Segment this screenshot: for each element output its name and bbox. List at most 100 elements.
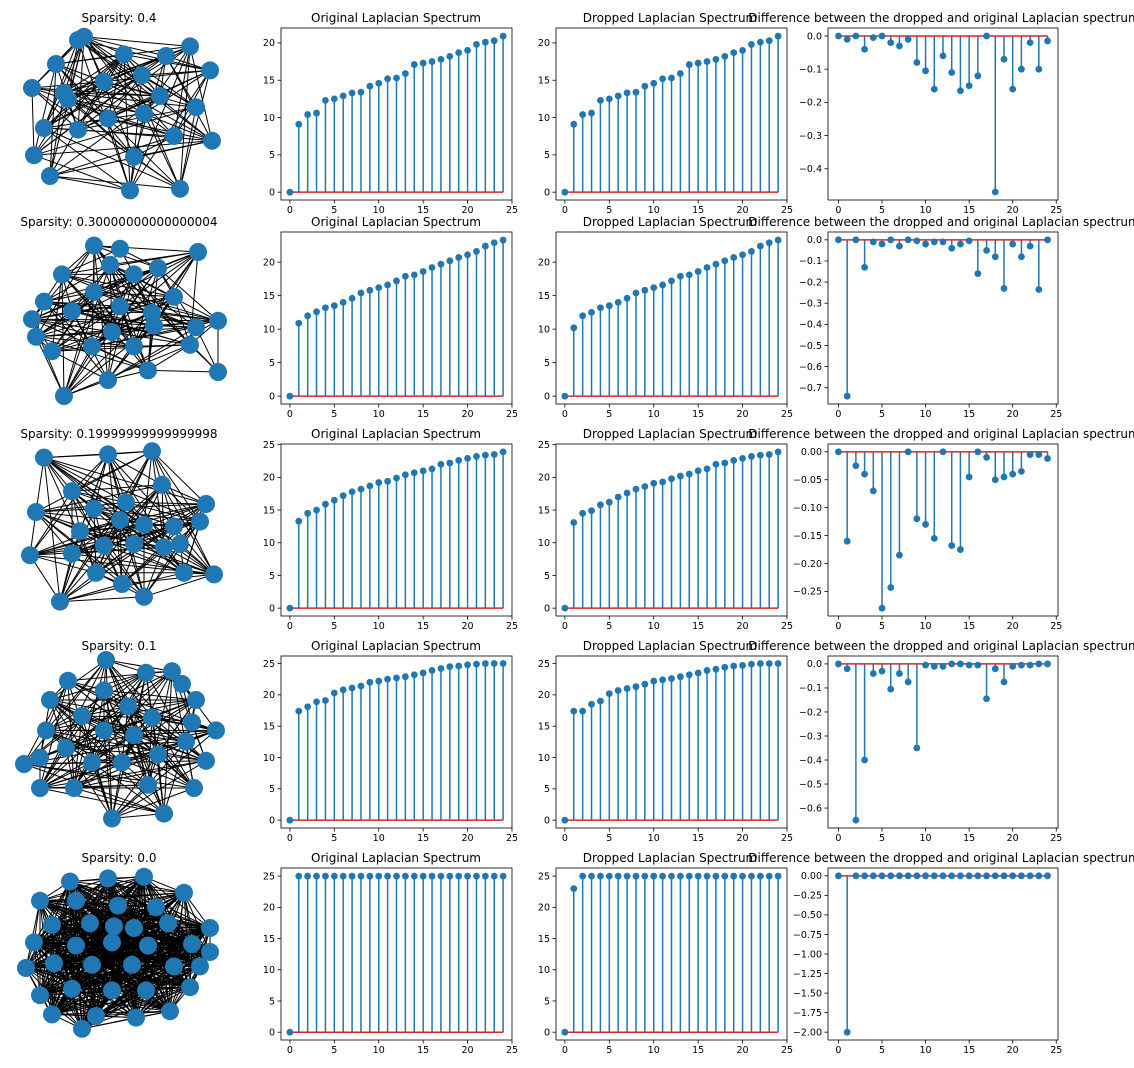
graph-edge	[179, 46, 191, 189]
y-tick-label: 5	[269, 571, 275, 582]
original-title: Original Laplacian Spectrum	[311, 11, 481, 25]
y-tick-label: 5	[269, 150, 275, 161]
stem-marker	[913, 744, 921, 752]
stem-marker	[756, 242, 764, 250]
stem-marker	[1044, 236, 1051, 244]
axes-frame	[280, 27, 513, 201]
graph-node	[201, 919, 219, 937]
y-tick-label: 20	[538, 903, 550, 914]
graph-edge	[25, 941, 113, 969]
stem-marker	[623, 685, 631, 692]
graph-node	[187, 98, 205, 117]
graph-node	[111, 511, 129, 529]
y-tick-label: 25	[263, 659, 275, 670]
x-tick-label: 10	[920, 833, 932, 844]
graph-edge	[189, 46, 213, 141]
x-tick-label: 25	[1050, 205, 1062, 216]
graph-edge	[31, 251, 199, 320]
stem-marker	[974, 661, 982, 669]
x-tick-label: 25	[781, 1045, 793, 1056]
graph-edge	[39, 730, 105, 789]
graph-edge	[93, 508, 201, 523]
stem-marker	[419, 268, 427, 275]
graph-edge	[125, 501, 207, 505]
graph-edge	[43, 301, 153, 314]
x-tick-label: 20	[1007, 621, 1019, 632]
stem-marker	[965, 473, 973, 481]
x-tick-label: 10	[648, 1045, 660, 1056]
graph-edge	[51, 1010, 171, 1015]
graph-edge	[33, 922, 91, 943]
stem-marker	[570, 519, 578, 526]
stem-marker	[1018, 65, 1025, 73]
graph-node	[57, 739, 75, 757]
original-panel-row-2: Original Laplacian Spectrum 0 5 10 15 20 25 0 5 1…	[263, 215, 518, 420]
stem-marker	[835, 236, 842, 244]
graph-edge	[71, 490, 127, 503]
stem-marker	[739, 661, 746, 669]
stem-marker	[384, 675, 392, 683]
stem-marker	[852, 462, 860, 470]
stem-marker	[304, 703, 312, 711]
y-tick-label: 15	[263, 291, 275, 302]
stem-marker	[1035, 451, 1043, 459]
y-tick-label: 15	[263, 721, 275, 732]
graph-node	[99, 371, 117, 389]
stem-marker	[437, 872, 445, 880]
stem-marker	[1035, 660, 1043, 668]
graph-node	[31, 748, 49, 767]
dropped-title: Dropped Laplacian Spectrum	[583, 851, 758, 865]
graph-edge	[31, 318, 113, 333]
stem-marker	[570, 885, 578, 893]
x-tick-label: 0	[287, 205, 293, 216]
x-tick-label: 20	[1007, 833, 1019, 844]
stem-marker	[852, 816, 860, 824]
y-tick-label: 5	[269, 784, 275, 795]
stem-marker	[676, 872, 684, 880]
stem-marker	[896, 242, 903, 250]
y-tick-label: −0.3	[799, 731, 822, 742]
graph-edge	[127, 705, 217, 731]
y-tick-label: −0.6	[799, 362, 822, 373]
x-tick-label: 15	[692, 1045, 704, 1056]
graph-edge	[103, 670, 173, 731]
stem-marker	[1009, 470, 1017, 478]
sparsity-title: Sparsity: 0.1	[82, 639, 157, 653]
graph-edge	[65, 734, 135, 749]
graph-edge	[127, 699, 197, 707]
y-tick-label: 15	[263, 934, 275, 945]
stem-marker	[393, 674, 400, 682]
x-tick-label: 10	[920, 409, 932, 420]
stem-marker	[685, 271, 693, 279]
x-tick-label: 15	[417, 1045, 429, 1056]
stem-marker	[499, 872, 507, 880]
y-tick-label: −0.3	[799, 299, 822, 310]
graph-node	[135, 867, 153, 886]
x-tick-label: 20	[737, 621, 749, 632]
graph-node	[109, 896, 127, 915]
stem-marker	[659, 281, 667, 289]
stem-marker	[623, 489, 631, 497]
graph-node	[59, 90, 77, 109]
stem-marker	[1000, 473, 1008, 481]
graph-edge	[43, 301, 155, 327]
y-tick-label: 0.0	[807, 31, 822, 42]
graph-edge	[29, 554, 61, 602]
axes-frame	[827, 443, 1059, 617]
stem-marker	[570, 324, 578, 332]
graph-node	[151, 87, 169, 105]
y-tick-label: −0.4	[799, 320, 822, 331]
graph-node	[203, 131, 221, 150]
graph-edge	[81, 715, 159, 755]
graph-node	[103, 933, 121, 952]
graph-edge	[43, 36, 85, 129]
dropped-title: Dropped Laplacian Spectrum	[583, 11, 758, 25]
stem-marker	[561, 816, 569, 824]
graph-edge	[33, 154, 131, 191]
graph-edge	[43, 127, 131, 191]
stem-marker	[939, 662, 947, 670]
x-tick-label: 20	[737, 409, 749, 420]
stem-marker	[869, 670, 877, 677]
stem-marker	[490, 660, 498, 667]
stem-marker	[499, 32, 507, 40]
